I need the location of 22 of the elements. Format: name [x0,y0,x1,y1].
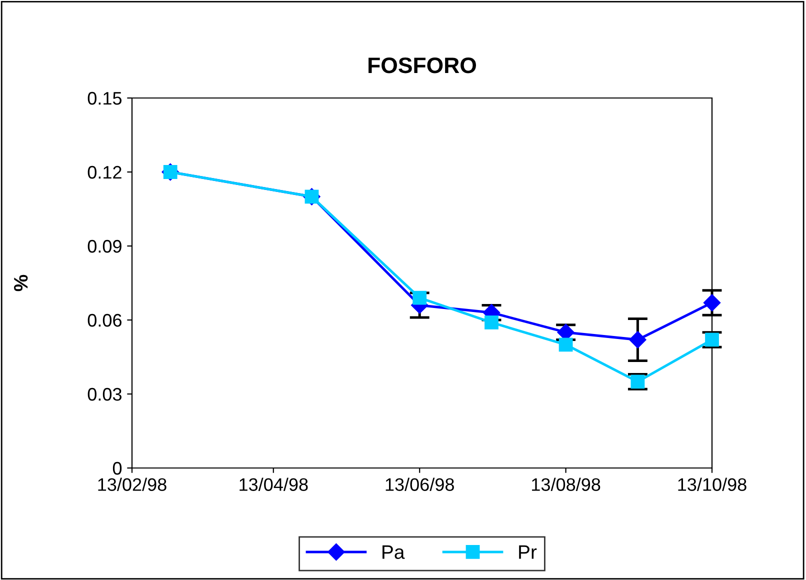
x-tick-label: 13/10/98 [678,478,746,491]
y-tick-label: 0.12 [88,166,122,179]
y-axis-title: % [14,274,28,292]
point [484,316,498,330]
y-tick-label: 0.15 [88,92,122,105]
point [558,338,573,352]
point [629,331,646,348]
x-tick-label: 13/06/98 [386,478,454,491]
x-tick-label: 13/02/98 [98,478,166,491]
x-tick-label: 13/08/98 [532,478,600,491]
y-tick-label: 0.03 [88,388,122,401]
chart-title: FOSFORO [368,57,476,74]
legend-label: Pr [519,545,537,559]
y-tick-label: 0.09 [88,240,122,253]
y-tick-label: 0.06 [88,314,122,327]
point [703,294,721,312]
point [705,332,719,347]
legend-label: Pa [382,545,405,559]
y-tick-label: 0 [112,462,122,475]
x-tick-label: 13/04/98 [240,478,308,491]
point [412,290,427,305]
point [630,374,645,389]
